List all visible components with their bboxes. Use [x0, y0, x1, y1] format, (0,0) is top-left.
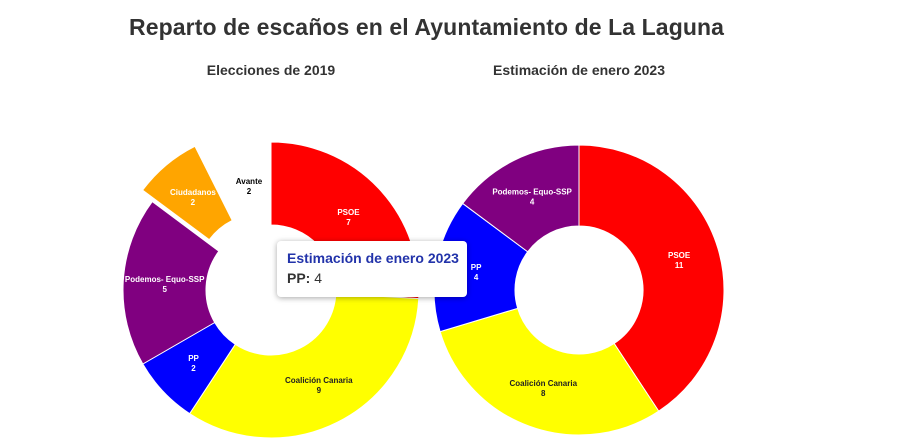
slice-value-0-avante: 2: [247, 187, 252, 196]
slice-value-0-pp: 2: [191, 364, 196, 373]
slice-label-0-ciudadanos: Ciudadanos: [170, 188, 216, 197]
chart-title-2023: Estimación de enero 2023: [493, 62, 665, 78]
slice-0-podemos-equo-ssp[interactable]: [122, 201, 220, 365]
tooltip-body: PP: 4: [287, 270, 457, 286]
tooltip-title: Estimación de enero 2023: [287, 250, 459, 266]
slice-label-0-coalici-n-canaria: Coalición Canaria: [285, 376, 353, 385]
tooltip: Estimación de enero 2023 PP: 4: [277, 241, 467, 297]
main-title: Reparto de escaños en el Ayuntamiento de…: [129, 14, 725, 40]
slice-value-0-ciudadanos: 2: [191, 198, 196, 207]
slice-value-1-psoe: 11: [675, 261, 684, 270]
slice-value-0-podemos-equo-ssp: 5: [162, 285, 167, 294]
slice-value-1-pp: 4: [474, 273, 479, 282]
slice-0-ciudadanos[interactable]: [142, 145, 233, 241]
slice-label-1-pp: PP: [471, 263, 482, 272]
tooltip-value: 4: [314, 270, 323, 286]
slice-value-1-podemos-equo-ssp: 4: [530, 198, 535, 207]
slice-label-1-coalici-n-canaria: Coalición Canaria: [509, 379, 577, 388]
slice-1-coalici-n-canaria[interactable]: [439, 307, 660, 436]
slice-label-0-avante: Avante: [236, 177, 263, 186]
slice-label-0-podemos-equo-ssp: Podemos- Equo-SSP: [125, 275, 205, 284]
slice-label-0-pp: PP: [188, 354, 199, 363]
slice-0-coalici-n-canaria[interactable]: [189, 293, 420, 439]
slice-value-0-coalici-n-canaria: 9: [317, 386, 322, 395]
slice-1-podemos-equo-ssp[interactable]: [462, 144, 580, 253]
chart-title-2019: Elecciones de 2019: [206, 62, 336, 78]
slice-0-avante[interactable]: [204, 141, 272, 233]
slice-label-1-psoe: PSOE: [668, 251, 691, 260]
tooltip-label: PP:: [287, 270, 311, 286]
slice-value-1-coalici-n-canaria: 8: [541, 389, 546, 398]
slice-label-0-psoe: PSOE: [337, 208, 360, 217]
slice-value-0-psoe: 7: [346, 218, 351, 227]
slice-label-1-podemos-equo-ssp: Podemos- Equo-SSP: [492, 188, 572, 197]
